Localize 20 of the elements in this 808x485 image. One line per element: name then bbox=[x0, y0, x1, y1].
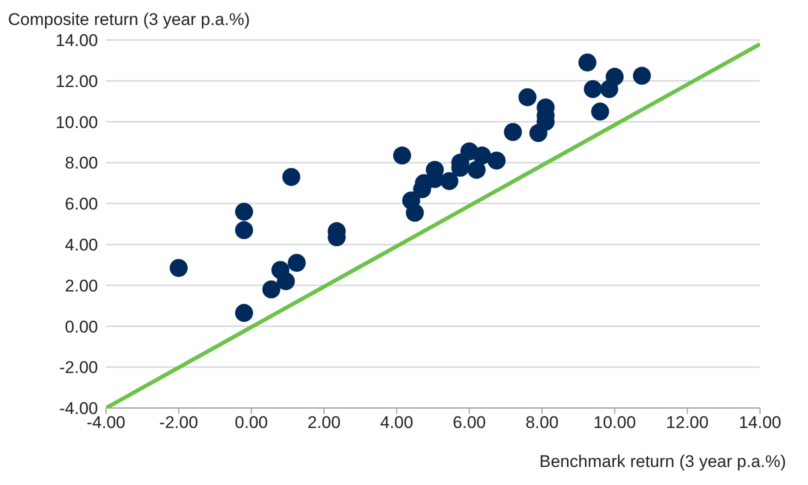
x-tick-label: 2.00 bbox=[307, 413, 341, 432]
x-tick-label: 4.00 bbox=[380, 413, 414, 432]
y-tick-label: 2.00 bbox=[64, 276, 98, 296]
x-axis-title: Benchmark return (3 year p.a.%) bbox=[539, 452, 786, 472]
x-tick-label: 10.00 bbox=[593, 413, 636, 432]
x-tick-label: -2.00 bbox=[159, 413, 198, 432]
y-tick-label: 10.00 bbox=[55, 112, 98, 132]
y-tick-label: 14.00 bbox=[55, 31, 98, 50]
x-tick-label: 12.00 bbox=[666, 413, 709, 432]
y-tick-label: 4.00 bbox=[64, 235, 98, 254]
x-tick-label: 8.00 bbox=[525, 413, 559, 432]
y-tick-label: 6.00 bbox=[64, 194, 98, 214]
y-tick-label: 0.00 bbox=[64, 317, 98, 336]
y-axis-title: Composite return (3 year p.a.%) bbox=[8, 10, 250, 30]
x-tick-label: 6.00 bbox=[452, 413, 486, 432]
y-tick-label: 8.00 bbox=[64, 154, 98, 173]
y-tick-label: 12.00 bbox=[55, 72, 98, 91]
y-tick-label: -2.00 bbox=[59, 358, 98, 378]
x-tick-label: 14.00 bbox=[738, 413, 782, 432]
x-tick-label: 0.00 bbox=[234, 413, 268, 432]
